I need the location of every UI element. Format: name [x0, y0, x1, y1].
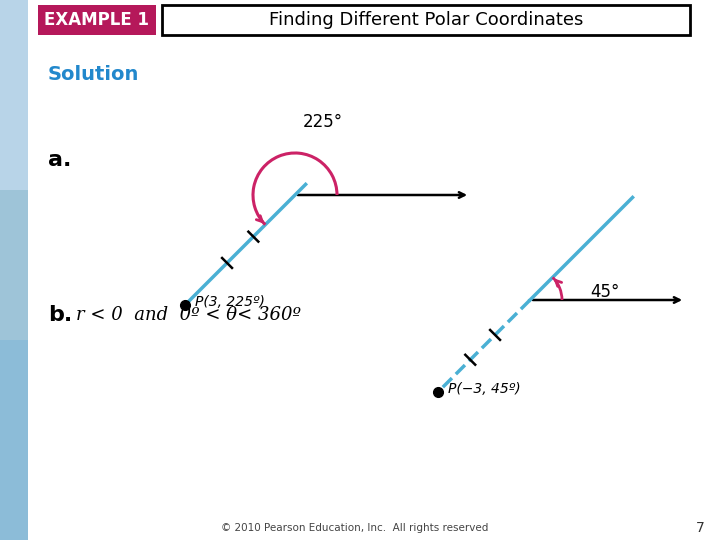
Text: 45°: 45° [590, 283, 619, 301]
Text: a.: a. [48, 150, 71, 170]
Text: P(3, 225º): P(3, 225º) [195, 295, 265, 308]
Text: © 2010 Pearson Education, Inc.  All rights reserved: © 2010 Pearson Education, Inc. All right… [221, 523, 489, 533]
Bar [162, 5, 690, 35]
Text: 7: 7 [696, 521, 704, 535]
Bar [0, 0, 28, 190]
Text: P(−3, 45º): P(−3, 45º) [448, 382, 521, 396]
Text: 225°: 225° [303, 113, 343, 131]
Text: Solution: Solution [48, 65, 140, 84]
Text: Finding Different Polar Coordinates: Finding Different Polar Coordinates [269, 11, 583, 29]
Bar [0, 190, 28, 340]
Bar [0, 0, 28, 540]
Bar [38, 5, 156, 35]
Text: b.: b. [48, 305, 72, 325]
Text: r < 0  and  0º < θ< 360º: r < 0 and 0º < θ< 360º [76, 306, 301, 324]
Text: EXAMPLE 1: EXAMPLE 1 [45, 11, 150, 29]
